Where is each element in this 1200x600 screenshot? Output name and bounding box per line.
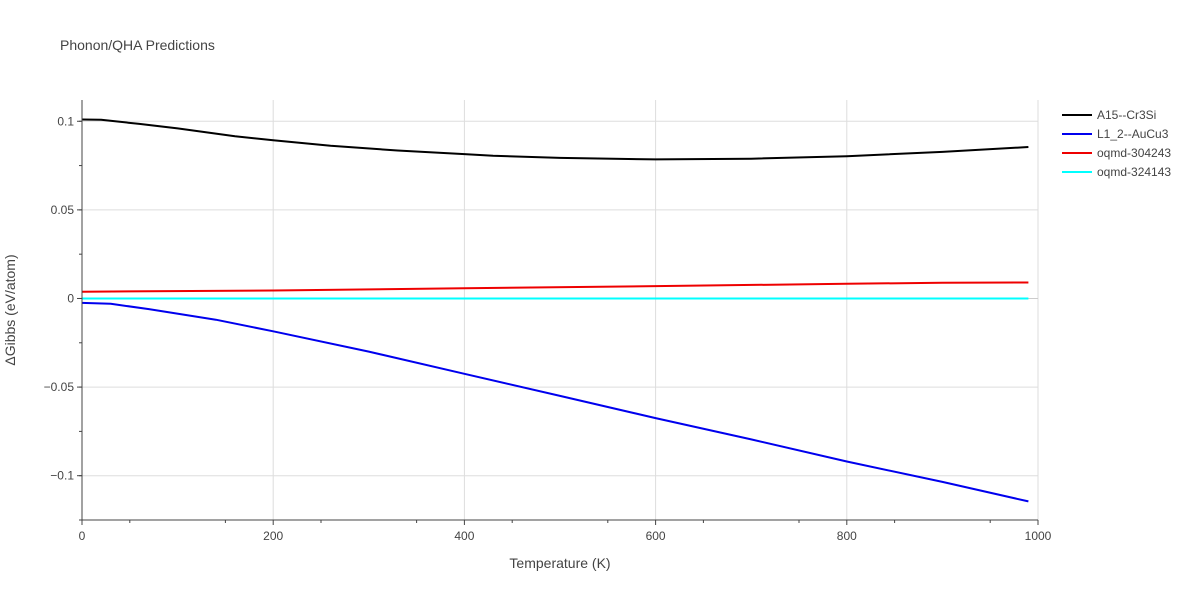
x-tick-label: 400	[454, 529, 474, 543]
y-tick-label: −0.05	[44, 380, 75, 394]
legend-item-oqmd-324143[interactable]: oqmd-324143	[1062, 165, 1171, 179]
grid-lines	[82, 100, 1039, 520]
series-line-oqmd-304243	[81, 281, 1029, 293]
y-axis-label: ΔGibbs (eV/atom)	[2, 254, 18, 365]
legend-item-a15-cr3si[interactable]: A15--Cr3Si	[1062, 108, 1156, 122]
legend-item-oqmd-304243[interactable]: oqmd-304243	[1062, 146, 1171, 160]
x-tick-label: 600	[646, 529, 666, 543]
x-tick-label: 1000	[1025, 529, 1052, 543]
x-tick-label: 0	[79, 529, 86, 543]
legend-label: oqmd-324143	[1097, 165, 1171, 179]
series-lines	[81, 118, 1029, 503]
legend-label: A15--Cr3Si	[1097, 108, 1156, 122]
y-tick-label: −0.1	[50, 469, 74, 483]
x-tick-label: 200	[263, 529, 283, 543]
legend-label: L1_2--AuCu3	[1097, 127, 1169, 141]
series-line-l1-2-aucu3	[81, 301, 1029, 503]
y-tick-label: 0.1	[57, 114, 74, 128]
x-axis-label: Temperature (K)	[509, 555, 610, 571]
legend-item-l1-2-aucu3[interactable]: L1_2--AuCu3	[1062, 127, 1169, 141]
axes: 0 200 400 600 800 1000 −0.1 −0.05 0 0.05 0.1	[44, 100, 1052, 543]
legend[interactable]: A15--Cr3Si L1_2--AuCu3 oqmd-304243 oqmd-324…	[1062, 108, 1171, 179]
series-line-a15-cr3si	[81, 118, 1029, 161]
y-tick-label: 0	[67, 291, 74, 305]
y-tick-label: 0.05	[51, 203, 75, 217]
x-tick-label: 800	[837, 529, 857, 543]
legend-label: oqmd-304243	[1097, 146, 1171, 160]
chart-title: Phonon/QHA Predictions	[60, 37, 215, 53]
